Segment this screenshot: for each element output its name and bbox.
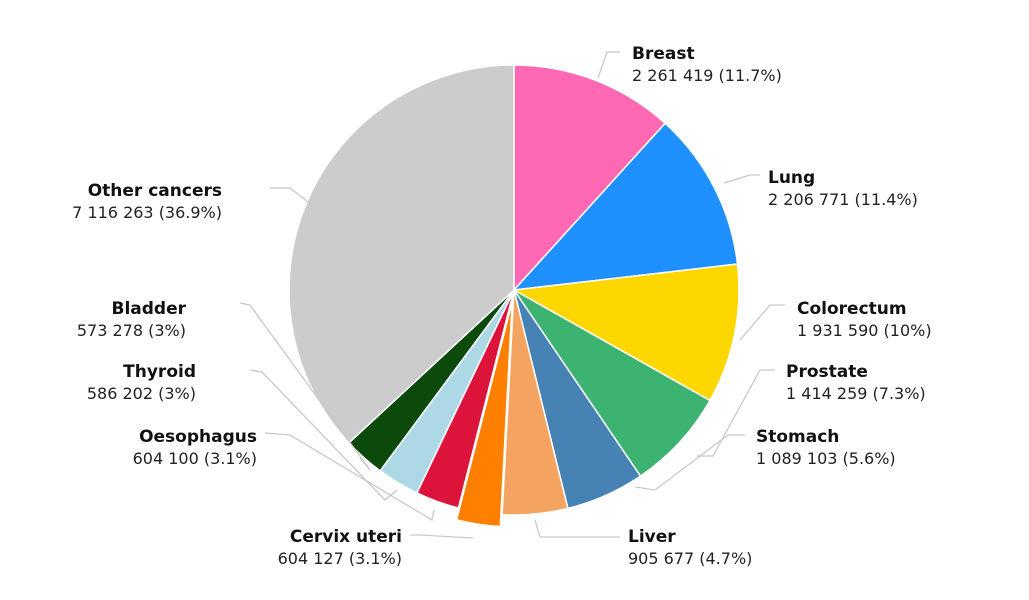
slice-value-thyroid: 586 202 (3%) bbox=[87, 384, 196, 403]
slice-label-cervix-uteri: Cervix uteri bbox=[290, 527, 402, 547]
slice-value-cervix-uteri: 604 127 (3.1%) bbox=[278, 549, 402, 568]
slice-value-bladder: 573 278 (3%) bbox=[77, 321, 186, 340]
slice-value-liver: 905 677 (4.7%) bbox=[628, 549, 752, 568]
slice-value-other-cancers: 7 116 263 (36.9%) bbox=[72, 203, 222, 222]
slice-label-stomach: Stomach bbox=[756, 427, 839, 447]
slice-value-lung: 2 206 771 (11.4%) bbox=[768, 190, 918, 209]
leader-line-stomach bbox=[634, 434, 745, 491]
slice-breast bbox=[513, 64, 667, 292]
leader-line-bladder bbox=[239, 302, 371, 471]
slice-labels: Breast 2 261 419 (11.7%) Lung 2 206 771 (11… bbox=[72, 44, 931, 568]
slice-cervix-uteri bbox=[455, 301, 513, 528]
slice-value-oesophagus: 604 100 (3.1%) bbox=[133, 449, 257, 468]
slice-label-lung: Lung bbox=[768, 168, 815, 188]
leader-line-other-cancers bbox=[270, 187, 309, 203]
slice-value-stomach: 1 089 103 (5.6%) bbox=[756, 449, 896, 468]
slice-liver bbox=[501, 289, 569, 516]
leader-line-cervix-uteri bbox=[410, 534, 474, 539]
slice-lung bbox=[512, 122, 739, 291]
slice-prostate bbox=[513, 289, 712, 478]
leader-line-liver bbox=[534, 519, 620, 538]
pie-slices bbox=[288, 64, 740, 528]
slice-label-bladder: Bladder bbox=[111, 299, 186, 319]
leader-line-lung bbox=[723, 174, 760, 184]
slice-label-thyroid: Thyroid bbox=[123, 362, 196, 382]
leader-line-thyroid bbox=[249, 369, 398, 501]
slice-colorectum bbox=[511, 263, 740, 402]
slice-label-other-cancers: Other cancers bbox=[88, 181, 222, 201]
leader-lines bbox=[239, 51, 785, 539]
slice-value-colorectum: 1 931 590 (10%) bbox=[797, 321, 932, 340]
leader-line-prostate bbox=[697, 369, 775, 457]
slice-label-oesophagus: Oesophagus bbox=[139, 427, 257, 447]
slice-value-breast: 2 261 419 (11.7%) bbox=[632, 66, 782, 85]
leader-line-oesophagus bbox=[264, 432, 435, 522]
slice-other-cancers bbox=[288, 64, 515, 444]
slice-value-prostate: 1 414 259 (7.3%) bbox=[786, 384, 926, 403]
slice-label-liver: Liver bbox=[628, 527, 676, 547]
leader-line-colorectum bbox=[739, 304, 785, 341]
slice-label-colorectum: Colorectum bbox=[797, 299, 907, 319]
leader-line-breast bbox=[597, 51, 620, 79]
slice-label-prostate: Prostate bbox=[786, 362, 868, 382]
slice-label-breast: Breast bbox=[632, 44, 695, 64]
